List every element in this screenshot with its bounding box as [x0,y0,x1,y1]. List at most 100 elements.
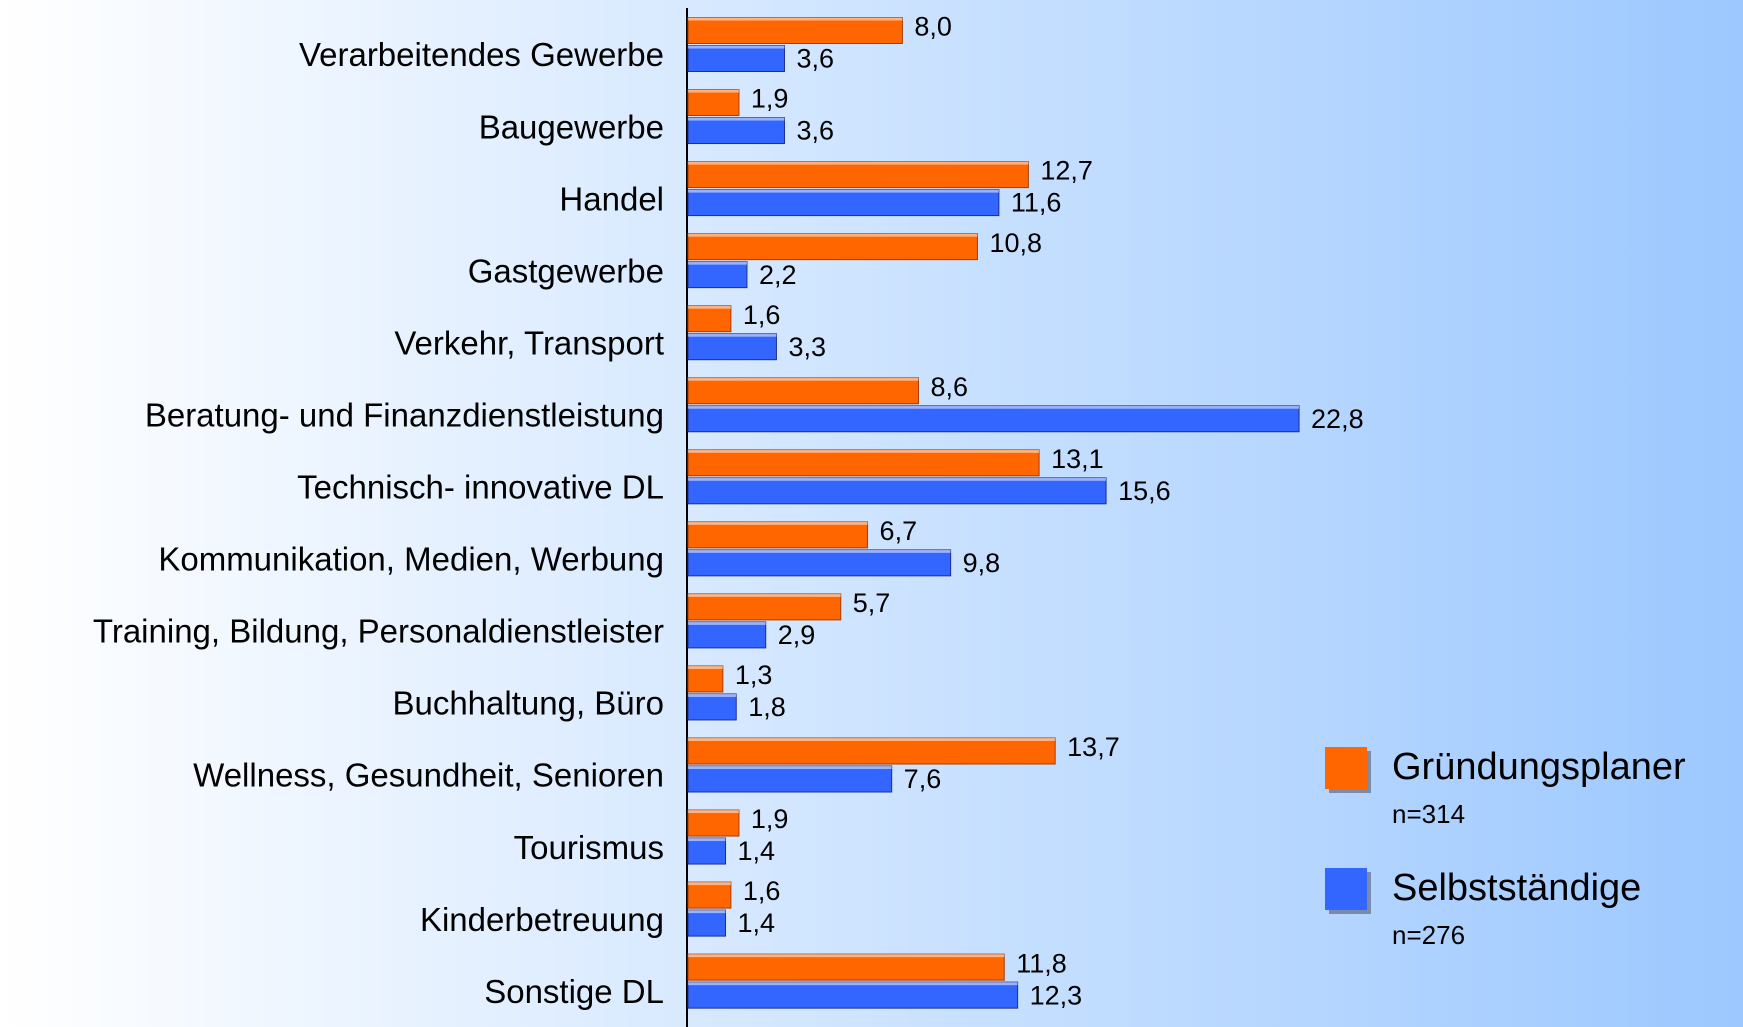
bar-highlight [688,89,739,93]
bar [687,17,903,44]
bar [687,809,740,837]
category-label: Kommunikation, Medien, Werbung [158,541,664,578]
bar [687,593,842,621]
value-label: 22,8 [1311,404,1364,434]
bar-highlight [688,233,978,237]
value-label: 11,8 [1016,948,1067,978]
value-label: 1,9 [751,804,789,834]
bar-highlight [688,910,726,914]
bar [687,161,1029,189]
value-label: 9,8 [963,548,1001,578]
value-label: 10,8 [989,228,1042,258]
bar [687,333,777,361]
legend-label: Selbstständige [1392,867,1641,909]
bar-highlight [688,117,785,121]
value-label: 1,4 [738,836,776,866]
category-label: Gastgewerbe [468,252,664,289]
category-label: Baugewerbe [479,108,664,145]
bar-highlight [688,477,1107,481]
value-label: 12,3 [1030,980,1083,1010]
bar-highlight [688,838,726,842]
bar-highlight [688,738,1056,741]
bar-highlight [688,766,892,769]
value-label: 13,1 [1051,444,1104,474]
bar-highlight [688,45,785,49]
bar [687,233,978,261]
value-label: 3,3 [788,332,826,362]
bar [687,477,1107,505]
value-label: 6,7 [880,516,918,546]
legend-swatch [1325,747,1367,789]
value-label: 3,6 [796,44,834,74]
bar [687,45,785,72]
category-label: Verarbeitendes Gewerbe [299,36,664,73]
category-label: Training, Bildung, Personaldienstleister [93,613,664,650]
bar-highlight [688,449,1040,453]
bar-highlight [688,17,903,21]
bar-highlight [688,377,919,381]
category-label: Buchhaltung, Büro [392,685,664,722]
value-label: 15,6 [1118,476,1171,506]
bar-highlight [688,593,841,597]
value-label: 3,6 [796,116,834,146]
bar-highlight [688,305,731,309]
value-label: 1,6 [743,300,781,330]
bar [687,117,785,145]
bar [687,737,1056,765]
bar [687,837,727,865]
category-label: Handel [559,180,664,217]
bar [687,953,1005,981]
category-label: Verkehr, Transport [394,324,664,361]
value-label: 1,3 [735,660,773,690]
value-label: 12,7 [1040,156,1093,186]
bar [687,305,732,333]
value-label: 8,0 [914,12,952,42]
bar [687,189,1000,217]
value-label: 2,9 [778,620,816,650]
value-label: 7,6 [904,764,942,794]
value-label: 2,2 [759,260,797,290]
bar-highlight [688,549,951,553]
bar [687,261,748,289]
bar [687,405,1300,433]
bar [687,521,869,549]
value-label: 11,6 [1011,188,1062,218]
value-label: 1,4 [738,908,776,938]
legend-swatch [1325,868,1367,910]
category-label: Kinderbetreuung [420,901,664,938]
bar [687,621,767,649]
legend-label: Gründungsplaner [1392,746,1686,788]
category-label: Technisch- innovative DL [297,469,664,506]
bar-highlight [688,982,1018,986]
bar [687,909,727,937]
category-label: Wellness, Gesundheit, Senioren [193,757,664,794]
bar [687,981,1019,1009]
bar-highlight [688,521,868,525]
value-label: 13,7 [1067,732,1120,762]
bar [687,765,893,793]
bar [687,665,724,693]
bar-highlight [688,261,747,265]
value-label: 1,8 [748,692,786,722]
legend-note: n=276 [1392,920,1465,950]
bar-highlight [688,665,723,669]
bar [687,377,919,405]
bar [687,693,737,721]
bar [687,881,732,909]
category-label: Beratung- und Finanzdienstleistung [145,396,664,433]
bar-highlight [688,882,731,886]
bar-highlight [688,693,737,697]
bar-highlight [688,189,999,193]
bar-highlight [688,161,1029,165]
value-label: 1,9 [751,84,789,114]
bar [687,89,740,117]
legend-note: n=314 [1392,799,1465,829]
bar [687,549,952,577]
bar-highlight [688,954,1005,958]
bar-highlight [688,405,1300,409]
value-label: 1,6 [743,876,781,906]
value-label: 8,6 [930,372,968,402]
bar-highlight [688,810,739,814]
bar-highlight [688,333,777,337]
